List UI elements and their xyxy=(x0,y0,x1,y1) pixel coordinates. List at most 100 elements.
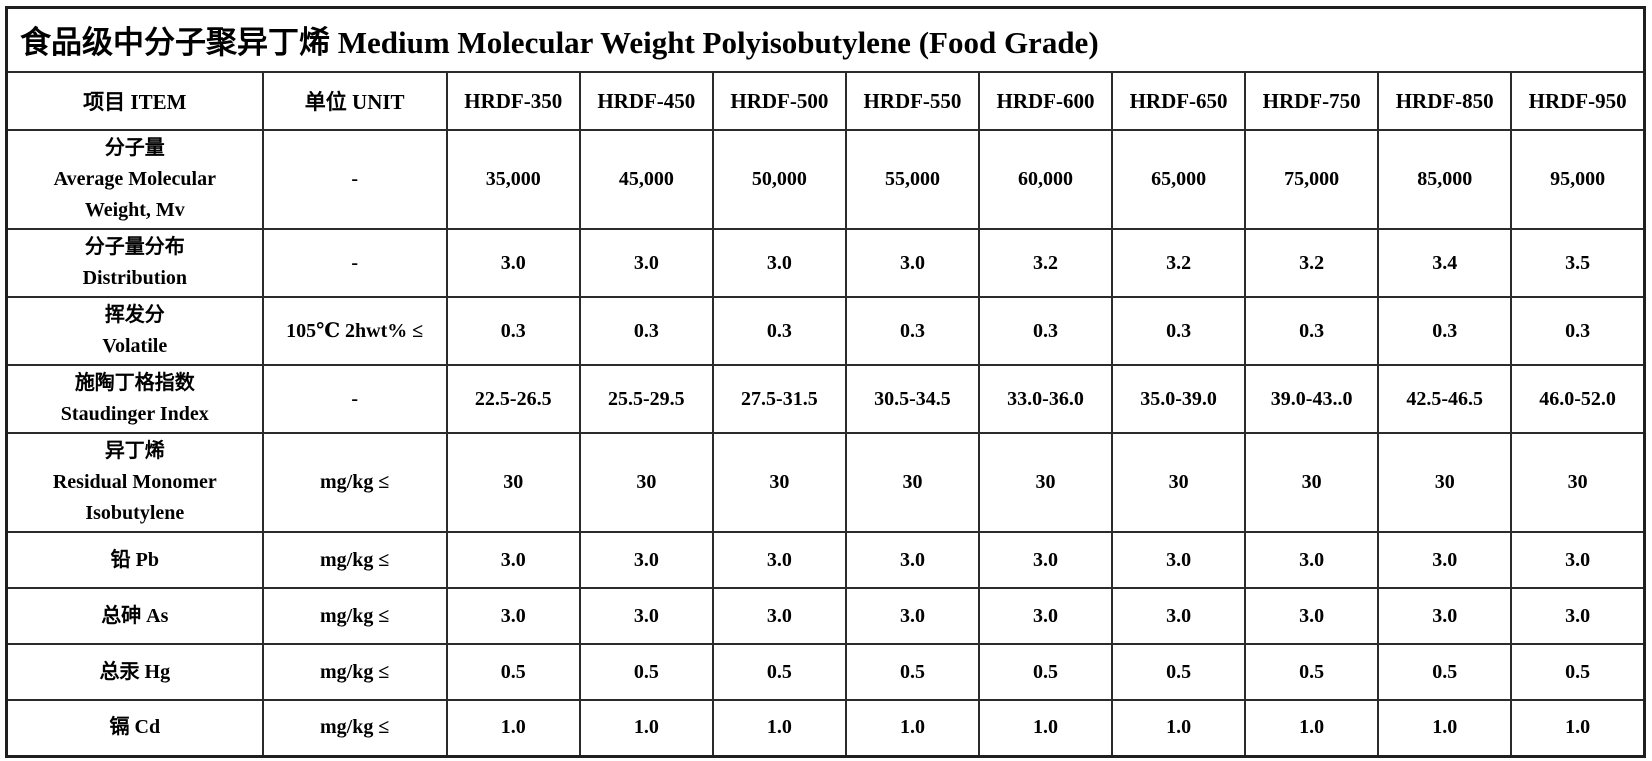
value-cell: 3.0 xyxy=(711,587,847,645)
value-cell: 3.0 xyxy=(1111,587,1247,645)
value-cell: 0.3 xyxy=(844,296,980,366)
item-line: 挥发分 xyxy=(104,304,165,326)
value-cell: 3.0 xyxy=(1244,531,1380,589)
value-cell: 3.4 xyxy=(1377,228,1513,298)
column-header-hrdf-850: HRDF-850 xyxy=(1377,71,1513,131)
value-cell: 0.3 xyxy=(977,296,1114,366)
column-header-hrdf-450: HRDF-450 xyxy=(578,71,714,131)
value-cell: 30 xyxy=(844,432,980,533)
value-cell: 3.0 xyxy=(977,587,1114,645)
value-cell: 3.0 xyxy=(578,587,714,645)
value-cell: 0.5 xyxy=(578,643,714,701)
value-cell: 30 xyxy=(445,432,581,533)
value-cell: 65,000 xyxy=(1111,129,1247,230)
item-line: 铅 Pb xyxy=(110,548,159,571)
value-cell: 30 xyxy=(1377,432,1513,533)
value-cell: 3.0 xyxy=(1377,587,1513,645)
row-item-cell: 分子量分布 Distribution xyxy=(5,228,264,298)
value-cell: 39.0-43..0 xyxy=(1244,364,1380,434)
value-cell: 1.0 xyxy=(1244,699,1380,757)
value-cell: 22.5-26.5 xyxy=(445,364,581,434)
table-row-distribution: 分子量分布 Distribution - 3.0 3.0 3.0 3.0 3.2… xyxy=(5,228,1646,298)
column-header-hrdf-650: HRDF-650 xyxy=(1111,71,1247,131)
value-cell: 50,000 xyxy=(711,129,847,230)
value-cell: 3.2 xyxy=(977,228,1114,298)
value-cell: 30 xyxy=(1111,432,1247,533)
item-line: 异丁烯 xyxy=(104,440,165,462)
column-header-hrdf-750: HRDF-750 xyxy=(1244,71,1380,131)
value-cell: 42.5-46.5 xyxy=(1377,364,1513,434)
value-cell: 0.5 xyxy=(1111,643,1247,701)
value-cell: 30 xyxy=(711,432,847,533)
item-line: 施陶丁格指数 xyxy=(74,372,195,394)
value-cell: 30 xyxy=(1244,432,1380,533)
value-cell: 3.2 xyxy=(1244,228,1380,298)
table-row-volatile: 挥发分 Volatile 105℃ 2hwt% ≤ 0.3 0.3 0.3 0.… xyxy=(5,296,1646,366)
value-cell: 45,000 xyxy=(578,129,714,230)
value-cell: 1.0 xyxy=(578,699,714,757)
value-cell: 33.0-36.0 xyxy=(977,364,1114,434)
table-row-cadmium: 镉 Cd mg/kg ≤ 1.0 1.0 1.0 1.0 1.0 1.0 1.0… xyxy=(5,699,1646,757)
value-cell: 1.0 xyxy=(1377,699,1513,757)
value-cell: 3.2 xyxy=(1111,228,1247,298)
row-unit-cell: - xyxy=(261,364,448,434)
value-cell: 3.0 xyxy=(1377,531,1513,589)
value-cell: 3.5 xyxy=(1510,228,1646,298)
value-cell: 35,000 xyxy=(445,129,581,230)
value-cell: 3.0 xyxy=(844,531,980,589)
row-unit-cell: 105℃ 2hwt% ≤ xyxy=(261,296,448,366)
column-header-hrdf-950: HRDF-950 xyxy=(1510,71,1646,131)
value-cell: 30 xyxy=(578,432,714,533)
row-item-cell: 总砷 As xyxy=(5,587,264,645)
column-header-hrdf-600: HRDF-600 xyxy=(977,71,1114,131)
value-cell: 1.0 xyxy=(1510,699,1646,757)
row-item-cell: 施陶丁格指数 Staudinger Index xyxy=(5,364,264,434)
row-item-cell: 铅 Pb xyxy=(5,531,264,589)
value-cell: 0.5 xyxy=(1244,643,1380,701)
value-cell: 1.0 xyxy=(977,699,1114,757)
value-cell: 0.3 xyxy=(1244,296,1380,366)
value-cell: 0.5 xyxy=(445,643,581,701)
item-line: 总汞 Hg xyxy=(99,660,171,683)
item-line: Distribution xyxy=(82,267,188,289)
value-cell: 60,000 xyxy=(977,129,1114,230)
table-header-row: 项目 ITEM 单位 UNIT HRDF-350 HRDF-450 HRDF-5… xyxy=(5,71,1646,131)
value-cell: 3.0 xyxy=(1510,587,1646,645)
item-line: Residual Monomer xyxy=(52,471,217,493)
item-line: Average Molecular xyxy=(53,168,216,190)
value-cell: 0.3 xyxy=(1510,296,1646,366)
row-unit-cell: mg/kg ≤ xyxy=(261,699,448,757)
table-row-mercury: 总汞 Hg mg/kg ≤ 0.5 0.5 0.5 0.5 0.5 0.5 0.… xyxy=(5,643,1646,701)
value-cell: 0.5 xyxy=(977,643,1114,701)
row-unit-cell: mg/kg ≤ xyxy=(261,531,448,589)
column-header-hrdf-500: HRDF-500 xyxy=(711,71,847,131)
row-item-cell: 挥发分 Volatile xyxy=(5,296,264,366)
item-line: Volatile xyxy=(102,335,168,357)
value-cell: 0.5 xyxy=(1377,643,1513,701)
value-cell: 3.0 xyxy=(1510,531,1646,589)
page-title: 食品级中分子聚异丁烯 Medium Molecular Weight Polyi… xyxy=(5,6,1646,73)
item-line: Weight, Mv xyxy=(84,199,185,221)
value-cell: 1.0 xyxy=(711,699,847,757)
item-line: 镉 Cd xyxy=(109,716,161,739)
value-cell: 3.0 xyxy=(711,228,847,298)
item-line: Staudinger Index xyxy=(60,403,209,425)
value-cell: 3.0 xyxy=(1244,587,1380,645)
value-cell: 46.0-52.0 xyxy=(1510,364,1646,434)
value-cell: 3.0 xyxy=(844,228,980,298)
value-cell: 0.3 xyxy=(1377,296,1513,366)
value-cell: 30.5-34.5 xyxy=(844,364,980,434)
value-cell: 3.0 xyxy=(1111,531,1247,589)
value-cell: 1.0 xyxy=(445,699,581,757)
value-cell: 30 xyxy=(977,432,1114,533)
row-item-cell: 分子量 Average Molecular Weight, Mv xyxy=(5,129,264,230)
value-cell: 0.3 xyxy=(1111,296,1247,366)
row-item-cell: 镉 Cd xyxy=(5,699,264,757)
row-unit-cell: mg/kg ≤ xyxy=(261,643,448,701)
value-cell: 3.0 xyxy=(445,228,581,298)
row-unit-cell: - xyxy=(261,129,448,230)
value-cell: 3.0 xyxy=(977,531,1114,589)
value-cell: 30 xyxy=(1510,432,1646,533)
column-header-unit: 单位 UNIT xyxy=(261,71,448,131)
table-row-molecular-weight: 分子量 Average Molecular Weight, Mv - 35,00… xyxy=(5,129,1646,230)
